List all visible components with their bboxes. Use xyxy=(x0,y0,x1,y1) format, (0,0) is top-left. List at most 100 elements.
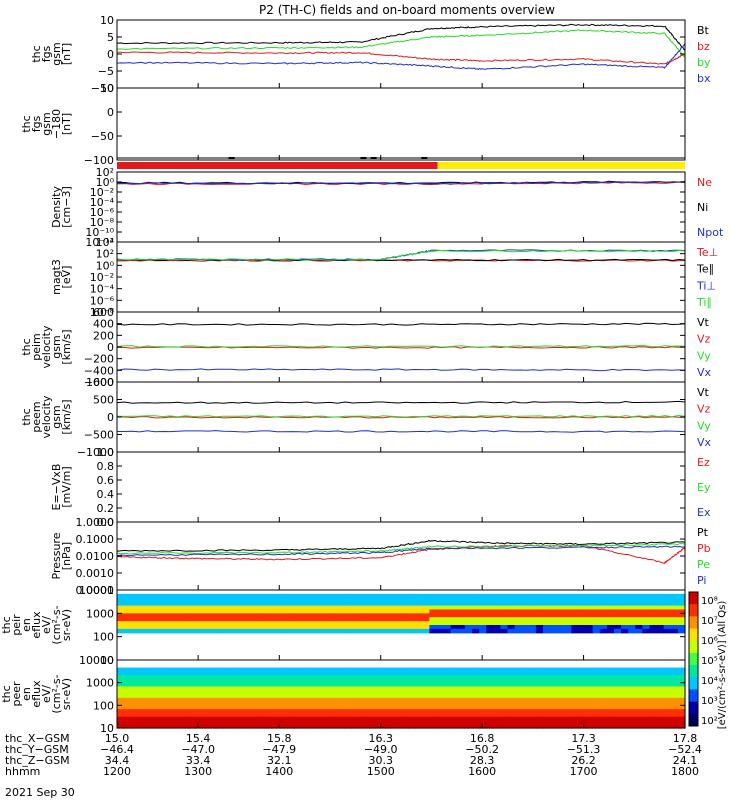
heatmap-cell xyxy=(486,597,494,603)
heatmap-cell xyxy=(457,697,466,703)
heatmap-cell xyxy=(188,609,196,614)
heatmap-cell xyxy=(259,597,267,603)
heatmap-cell xyxy=(351,694,359,699)
heatmap-cell xyxy=(117,697,125,703)
heatmap-cell xyxy=(393,720,402,725)
heatmap-cell xyxy=(195,697,203,703)
heatmap-cell xyxy=(535,621,544,626)
heatmap-cell xyxy=(159,694,168,699)
heatmap-cell xyxy=(145,682,154,688)
heatmap-cell xyxy=(443,671,452,676)
heatmap-cell xyxy=(188,605,196,611)
heatmap-cell xyxy=(592,697,601,703)
heatmap-cell xyxy=(550,613,558,618)
heatmap-cell xyxy=(621,621,629,626)
heatmap-cell xyxy=(337,601,345,607)
y-tick-label: 0.1000 xyxy=(76,533,115,546)
heatmap-cell xyxy=(223,597,232,603)
heatmap-cell xyxy=(557,628,565,634)
heatmap-cell xyxy=(124,667,132,672)
heatmap-cell xyxy=(145,671,154,676)
x-axis-row-label: thc_Y−GSM xyxy=(5,743,69,756)
heatmap-cell xyxy=(656,601,665,607)
heatmap-cell xyxy=(443,690,452,695)
heatmap-cell xyxy=(202,609,210,614)
heatmap-cell xyxy=(592,724,601,729)
heatmap-cell xyxy=(188,675,196,680)
series-line-Pt xyxy=(116,539,686,552)
y-tick-label: −10 xyxy=(91,82,114,95)
heatmap-cell xyxy=(457,678,466,684)
heatmap-cell xyxy=(599,609,608,614)
heatmap-cell xyxy=(287,690,296,695)
heatmap-cell xyxy=(259,628,267,634)
y-axis-label: peem xyxy=(30,401,43,432)
heatmap-cell xyxy=(124,694,132,699)
heatmap-cell xyxy=(393,628,402,634)
heatmap-cell xyxy=(550,675,558,680)
heatmap-cell xyxy=(571,605,580,611)
heatmap-cell xyxy=(585,678,594,684)
heatmap-cell xyxy=(543,686,551,691)
heatmap-cell xyxy=(131,625,139,630)
heatmap-cell xyxy=(500,601,509,607)
heatmap-cell xyxy=(429,716,438,722)
heatmap-cell xyxy=(677,716,686,722)
heatmap-cell xyxy=(294,678,303,684)
heatmap-cell xyxy=(330,597,338,603)
heatmap-cell xyxy=(266,671,274,676)
heatmap-cell xyxy=(408,697,416,703)
heatmap-cell xyxy=(663,667,672,672)
heatmap-cell xyxy=(507,617,516,622)
heatmap-cell xyxy=(635,705,643,710)
heatmap-cell xyxy=(571,678,580,684)
heatmap-cell xyxy=(202,716,210,722)
heatmap-cell xyxy=(521,625,530,630)
heatmap-cell xyxy=(670,675,679,680)
heatmap-cell xyxy=(599,724,608,729)
heatmap-cell xyxy=(592,609,601,614)
heatmap-cell xyxy=(401,597,409,603)
heatmap-cell xyxy=(635,678,643,684)
heatmap-cell xyxy=(422,720,430,725)
heatmap-cell xyxy=(486,675,494,680)
heatmap-cell xyxy=(528,709,537,714)
heatmap-cell xyxy=(670,628,679,634)
legend-entry-Pt: Pt xyxy=(697,526,709,539)
heatmap-cell xyxy=(237,701,246,706)
colorbar-segment xyxy=(689,665,698,678)
heatmap-cell xyxy=(287,724,296,729)
heatmap-cell xyxy=(528,705,537,710)
heatmap-cell xyxy=(479,686,487,691)
heatmap-cell xyxy=(493,609,501,614)
heatmap-cell xyxy=(223,682,232,688)
heatmap-cell xyxy=(443,678,452,684)
heatmap-cell xyxy=(443,601,452,607)
heatmap-cell xyxy=(315,709,324,714)
heatmap-cell xyxy=(330,667,338,672)
heatmap-cell xyxy=(202,675,210,680)
heatmap-cell xyxy=(606,617,615,622)
heatmap-cell xyxy=(585,605,594,611)
heatmap-cell xyxy=(301,613,310,618)
heatmap-cell xyxy=(493,601,501,607)
heatmap-cell xyxy=(614,621,622,626)
heatmap-cell xyxy=(635,724,643,729)
heatmap-cell xyxy=(358,605,367,611)
heatmap-cell xyxy=(358,709,367,714)
heatmap-cell xyxy=(365,601,374,607)
heatmap-cell xyxy=(280,697,288,703)
heatmap-cell xyxy=(571,716,580,722)
heatmap-cell xyxy=(457,593,466,599)
y-axis-label: thc xyxy=(20,408,33,425)
heatmap-cell xyxy=(464,716,473,722)
colorbar-segment xyxy=(689,677,698,690)
heatmap-cell xyxy=(365,617,374,622)
heatmap-cell xyxy=(393,671,402,676)
heatmap-cell xyxy=(507,667,516,672)
heatmap-cell xyxy=(642,690,651,695)
heatmap-cell xyxy=(642,667,651,672)
heatmap-cell xyxy=(138,678,146,684)
heatmap-cell xyxy=(642,613,651,618)
